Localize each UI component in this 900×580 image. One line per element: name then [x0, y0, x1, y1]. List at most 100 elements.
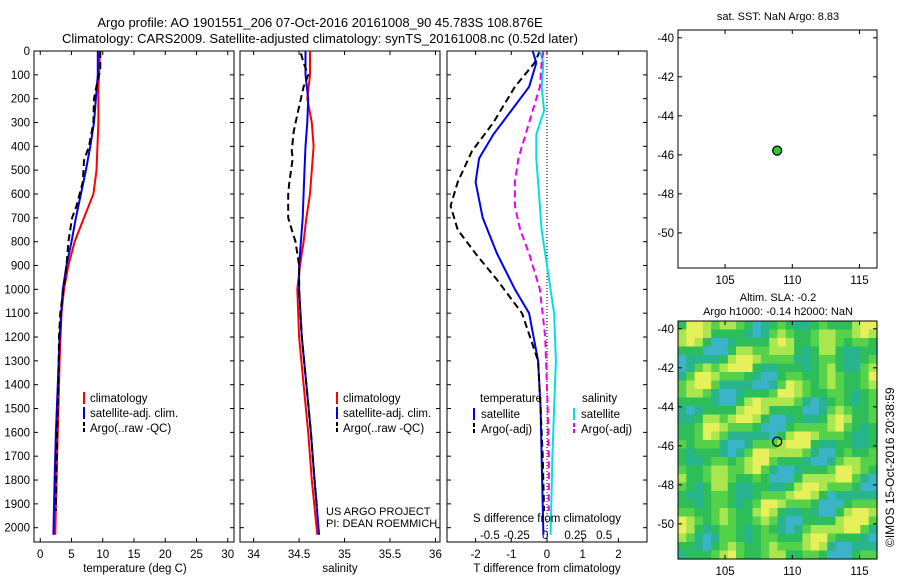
heatmap-cell — [702, 491, 712, 501]
heatmap-cell — [760, 508, 770, 518]
heatmap-cell — [835, 380, 845, 390]
salinity-xtick-label: 35 — [338, 549, 351, 561]
heatmap-cell — [785, 346, 795, 356]
heatmap-cell — [835, 465, 845, 475]
heatmap-cell — [843, 431, 853, 441]
heatmap-cell — [819, 550, 828, 560]
heatmap-cell — [678, 355, 687, 365]
heatmap-cell — [819, 508, 828, 518]
heatmap-cell — [694, 397, 704, 407]
heatmap-cell — [678, 397, 687, 407]
heatmap-cell — [736, 380, 745, 390]
heatmap-cell — [777, 499, 787, 509]
heatmap-cell — [678, 448, 687, 458]
heatmap-cell — [678, 431, 687, 441]
heatmap-cell — [686, 321, 696, 331]
sst_map-ytick-label: -48 — [657, 189, 674, 201]
heatmap-cell — [835, 346, 845, 356]
depth-tick-label: 1500 — [4, 404, 30, 416]
heatmap-cell — [694, 499, 704, 509]
heatmap-cell — [810, 338, 820, 348]
heatmap-cell — [827, 482, 837, 492]
heatmap-cell — [777, 550, 787, 560]
heatmap-cell — [868, 499, 878, 509]
heatmap-cell — [752, 533, 762, 543]
heatmap-cell — [744, 346, 754, 356]
heatmap-cell — [852, 389, 861, 399]
heatmap-cell — [727, 329, 737, 339]
heatmap-cell — [727, 474, 737, 484]
difference-xtick-label: 2 — [615, 549, 621, 561]
heatmap-cell — [702, 355, 712, 365]
heatmap-cell — [785, 499, 795, 509]
heatmap-cell — [727, 542, 737, 552]
heatmap-cell — [868, 380, 878, 390]
heatmap-cell — [752, 474, 762, 484]
chart-title-line2: Climatology: CARS2009. Satellite-adjuste… — [62, 31, 578, 46]
heatmap-cell — [760, 363, 770, 373]
heatmap-cell — [744, 508, 754, 518]
heatmap-cell — [686, 516, 696, 526]
heatmap-cell — [702, 508, 712, 518]
heatmap-cell — [843, 329, 853, 339]
heatmap-cell — [835, 338, 845, 348]
heatmap-cell — [819, 448, 828, 458]
heatmap-cell — [819, 465, 828, 475]
heatmap-cell — [802, 431, 812, 441]
heatmap-cell — [843, 346, 853, 356]
heatmap-cell — [794, 406, 803, 416]
heatmap-cell — [694, 465, 704, 475]
salinity-xtick-label: 34.5 — [288, 549, 310, 561]
depth-tick-label: 600 — [11, 189, 30, 201]
heatmap-cell — [827, 474, 837, 484]
heatmap-cell — [835, 516, 845, 526]
salinity-xlabel: salinity — [322, 563, 358, 575]
heatmap-cell — [860, 499, 870, 509]
heatmap-cell — [719, 329, 729, 339]
heatmap-cell — [702, 465, 712, 475]
heatmap-cell — [694, 363, 704, 373]
temperature-xtick-label: 20 — [159, 549, 172, 561]
sst_map-xtick-label: 110 — [783, 275, 801, 287]
series-argo-raw-qc- — [287, 53, 319, 512]
heatmap-cell — [744, 474, 754, 484]
sla_map-ytick-label: -46 — [657, 441, 674, 453]
heatmap-cell — [802, 482, 812, 492]
heatmap-cell — [794, 397, 803, 407]
heatmap-cell — [686, 372, 696, 382]
sst_map-ytick-label: -44 — [657, 111, 674, 123]
heatmap-cell — [744, 372, 754, 382]
heatmap-cell — [843, 414, 853, 424]
heatmap-cell — [702, 397, 712, 407]
heatmap-cell — [802, 414, 812, 424]
heatmap-cell — [678, 491, 687, 501]
heatmap-cell — [835, 423, 845, 433]
heatmap-cell — [777, 397, 787, 407]
heatmap-cell — [810, 465, 820, 475]
heatmap-cell — [785, 414, 795, 424]
heatmap-cell — [827, 380, 837, 390]
heatmap-cell — [719, 406, 729, 416]
heatmap-cell — [860, 372, 870, 382]
heatmap-cell — [769, 389, 779, 399]
heatmap-cell — [736, 491, 745, 501]
heatmap-cell — [686, 346, 696, 356]
heatmap-cell — [769, 457, 779, 467]
heatmap-cell — [835, 525, 845, 535]
heatmap-cell — [678, 525, 687, 535]
heatmap-cell — [810, 491, 820, 501]
heatmap-cell — [769, 380, 779, 390]
heatmap-cell — [843, 516, 853, 526]
temperature-xlabel: temperature (deg C) — [83, 563, 187, 575]
temperature-xtick-label: 5 — [68, 549, 74, 561]
heatmap-cell — [827, 508, 837, 518]
heatmap-cell — [769, 491, 779, 501]
heatmap-cell — [868, 448, 878, 458]
heatmap-cell — [777, 465, 787, 475]
heatmap-cell — [686, 457, 696, 467]
heatmap-cell — [868, 482, 878, 492]
heatmap-cell — [694, 431, 704, 441]
series-satellite-adj-clim- — [298, 51, 321, 535]
heatmap-cell — [860, 321, 870, 331]
